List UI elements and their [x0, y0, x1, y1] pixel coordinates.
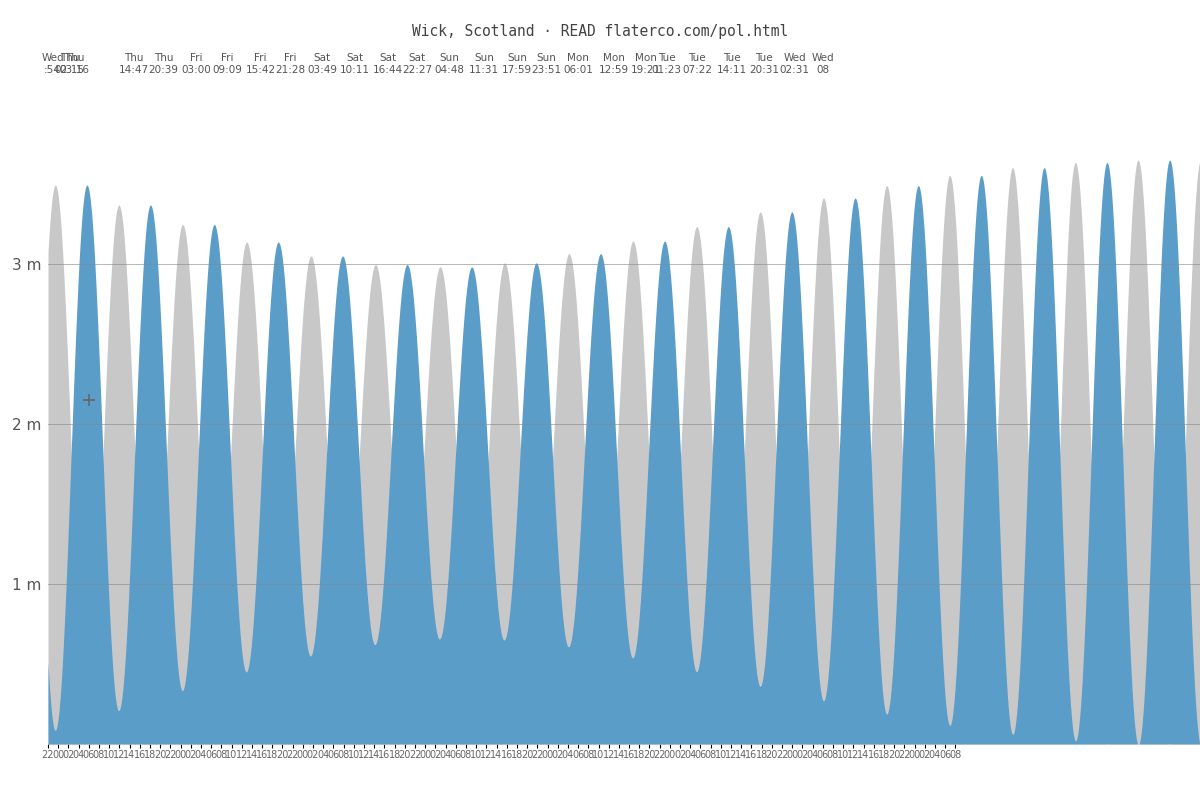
Text: Fri
21:28: Fri 21:28	[275, 53, 305, 75]
Text: Tue
07:22: Tue 07:22	[683, 53, 713, 75]
Text: Fri
03:00: Fri 03:00	[181, 53, 211, 75]
Text: Sun
17:59: Sun 17:59	[502, 53, 532, 75]
Text: Sat
03:49: Sat 03:49	[307, 53, 337, 75]
Text: Thu
14:47: Thu 14:47	[119, 53, 149, 75]
Text: Tue
14:11: Tue 14:11	[716, 53, 748, 75]
Text: Tue
01:23: Tue 01:23	[652, 53, 682, 75]
Text: Sun
23:51: Sun 23:51	[532, 53, 562, 75]
Text: Sun
11:31: Sun 11:31	[469, 53, 499, 75]
Text: Mon
19:21: Mon 19:21	[631, 53, 661, 75]
Text: Mon
06:01: Mon 06:01	[563, 53, 593, 75]
Text: Mon
12:59: Mon 12:59	[599, 53, 629, 75]
Text: Wed
08: Wed 08	[811, 53, 834, 75]
Text: Fri
09:09: Fri 09:09	[212, 53, 242, 75]
Text: Tue
20:31: Tue 20:31	[749, 53, 779, 75]
Text: Thu
03:16: Thu 03:16	[60, 53, 90, 75]
Text: Sat
16:44: Sat 16:44	[373, 53, 403, 75]
Text: Sun
04:48: Sun 04:48	[434, 53, 464, 75]
Text: Wed
:54: Wed :54	[41, 53, 64, 75]
Text: Wed
02:31: Wed 02:31	[780, 53, 810, 75]
Text: Sat
10:11: Sat 10:11	[340, 53, 370, 75]
Text: Thu
02:15: Thu 02:15	[55, 53, 85, 75]
Text: Sat
22:27: Sat 22:27	[402, 53, 432, 75]
Text: Fri
15:42: Fri 15:42	[246, 53, 276, 75]
Text: Thu
20:39: Thu 20:39	[149, 53, 179, 75]
Text: Wick, Scotland · READ flaterco.com/pol.html: Wick, Scotland · READ flaterco.com/pol.h…	[412, 24, 788, 39]
